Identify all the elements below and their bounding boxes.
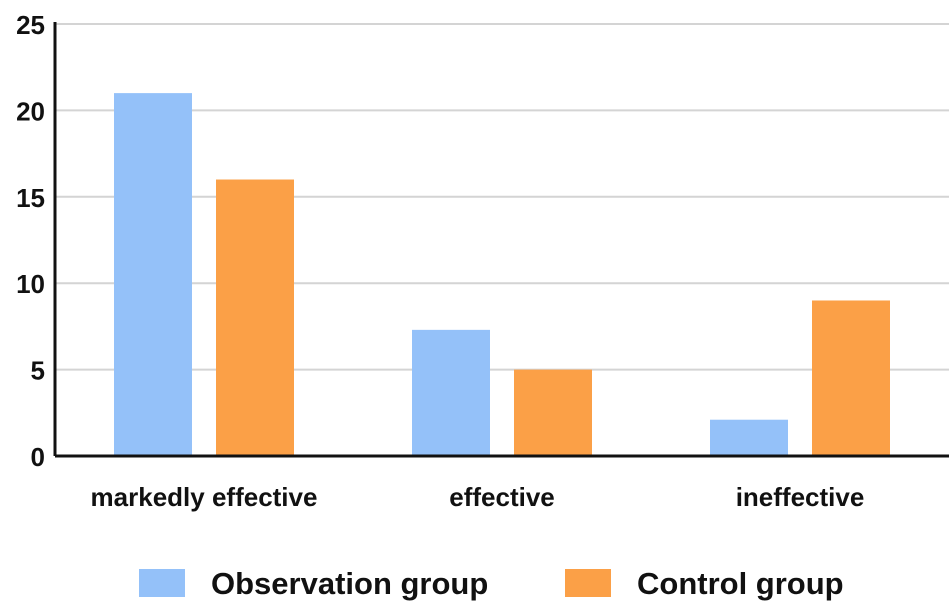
y-tick-label: 10	[16, 269, 45, 299]
y-tick-label: 5	[31, 356, 45, 386]
x-category-label: effective	[449, 482, 555, 512]
legend-label: Control group	[637, 566, 844, 601]
bar-control-group	[812, 300, 890, 456]
legend-swatch	[139, 569, 185, 597]
y-tick-labels: 0 5 10 15 20 25	[16, 10, 45, 472]
bar-observation-group	[710, 419, 788, 456]
x-category-labels: markedly effective effective ineffective	[91, 482, 865, 512]
y-tick-label: 15	[16, 183, 45, 213]
y-tick-label: 20	[16, 96, 45, 126]
bar-observation-group	[412, 329, 490, 456]
gridlines	[55, 23, 949, 371]
bar-observation-group	[114, 93, 192, 457]
y-tick-label: 0	[31, 442, 45, 472]
y-tick-label: 25	[16, 10, 45, 40]
x-category-label: ineffective	[736, 482, 865, 512]
x-category-label: markedly effective	[91, 482, 318, 512]
bars	[114, 93, 890, 457]
bar-control-group	[514, 369, 592, 456]
axes	[53, 22, 949, 458]
legend: Observation group Control group	[139, 566, 844, 601]
legend-label: Observation group	[211, 566, 488, 601]
legend-swatch	[565, 569, 611, 597]
bar-control-group	[216, 179, 294, 456]
